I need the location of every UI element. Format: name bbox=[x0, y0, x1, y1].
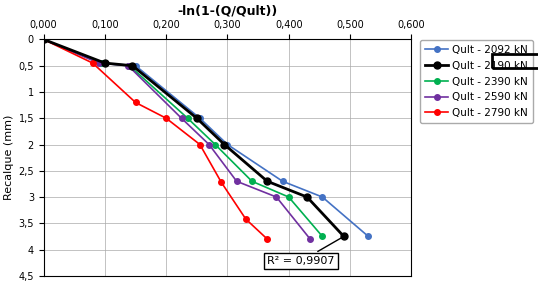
Qult - 2790 kN bbox=[163, 116, 169, 120]
Qult - 2190 kN bbox=[40, 38, 47, 41]
Qult - 2590 kN bbox=[273, 195, 280, 199]
Qult - 2790 kN bbox=[132, 101, 139, 104]
Line: Qult - 2790 kN: Qult - 2790 kN bbox=[41, 37, 270, 242]
Qult - 2590 kN bbox=[96, 61, 102, 65]
Qult - 2790 kN bbox=[218, 181, 224, 184]
Line: Qult - 2190 kN: Qult - 2190 kN bbox=[40, 36, 348, 240]
Y-axis label: Recalque (mm): Recalque (mm) bbox=[4, 115, 14, 200]
Qult - 2190 kN bbox=[129, 64, 136, 67]
Qult - 2092 kN bbox=[319, 195, 325, 199]
Qult - 2590 kN bbox=[206, 143, 213, 146]
Qult - 2092 kN bbox=[98, 61, 105, 65]
Qult - 2190 kN bbox=[221, 143, 228, 146]
Qult - 2092 kN bbox=[197, 116, 203, 120]
Qult - 2790 kN bbox=[264, 237, 271, 241]
Qult - 2790 kN bbox=[197, 143, 203, 146]
Qult - 2590 kN bbox=[40, 38, 47, 41]
Qult - 2590 kN bbox=[233, 180, 240, 183]
Qult - 2190 kN bbox=[264, 180, 271, 183]
Qult - 2790 kN bbox=[40, 38, 47, 41]
Qult - 2190 kN bbox=[304, 195, 310, 199]
Qult - 2390 kN bbox=[126, 64, 133, 67]
Qult - 2390 kN bbox=[212, 143, 218, 146]
Qult - 2190 kN bbox=[102, 61, 108, 65]
X-axis label: -ln(1-(Q/Qult)): -ln(1-(Q/Qult)) bbox=[178, 4, 278, 17]
Qult - 2092 kN bbox=[40, 38, 47, 41]
Qult - 2390 kN bbox=[319, 235, 325, 238]
Qult - 2092 kN bbox=[224, 143, 231, 146]
Qult - 2390 kN bbox=[249, 180, 255, 183]
Qult - 2590 kN bbox=[307, 237, 313, 241]
Qult - 2390 kN bbox=[97, 61, 104, 65]
Qult - 2092 kN bbox=[365, 235, 372, 238]
Legend: Qult - 2092 kN, Qult - 2190 kN, Qult - 2390 kN, Qult - 2590 kN, Qult - 2790 kN: Qult - 2092 kN, Qult - 2190 kN, Qult - 2… bbox=[420, 40, 533, 123]
Qult - 2092 kN bbox=[132, 64, 139, 67]
Qult - 2790 kN bbox=[243, 217, 249, 221]
Qult - 2390 kN bbox=[40, 38, 47, 41]
Line: Qult - 2092 kN: Qult - 2092 kN bbox=[41, 37, 371, 239]
Line: Qult - 2390 kN: Qult - 2390 kN bbox=[41, 37, 325, 239]
Qult - 2590 kN bbox=[178, 116, 185, 120]
Qult - 2390 kN bbox=[185, 116, 191, 120]
Qult - 2790 kN bbox=[89, 61, 96, 65]
Qult - 2190 kN bbox=[194, 116, 200, 120]
Qult - 2590 kN bbox=[125, 64, 131, 67]
Qult - 2390 kN bbox=[286, 195, 292, 199]
Qult - 2190 kN bbox=[341, 235, 347, 238]
Text: R² = 0,9907: R² = 0,9907 bbox=[267, 238, 342, 266]
Qult - 2092 kN bbox=[279, 180, 286, 183]
Line: Qult - 2590 kN: Qult - 2590 kN bbox=[41, 37, 313, 242]
